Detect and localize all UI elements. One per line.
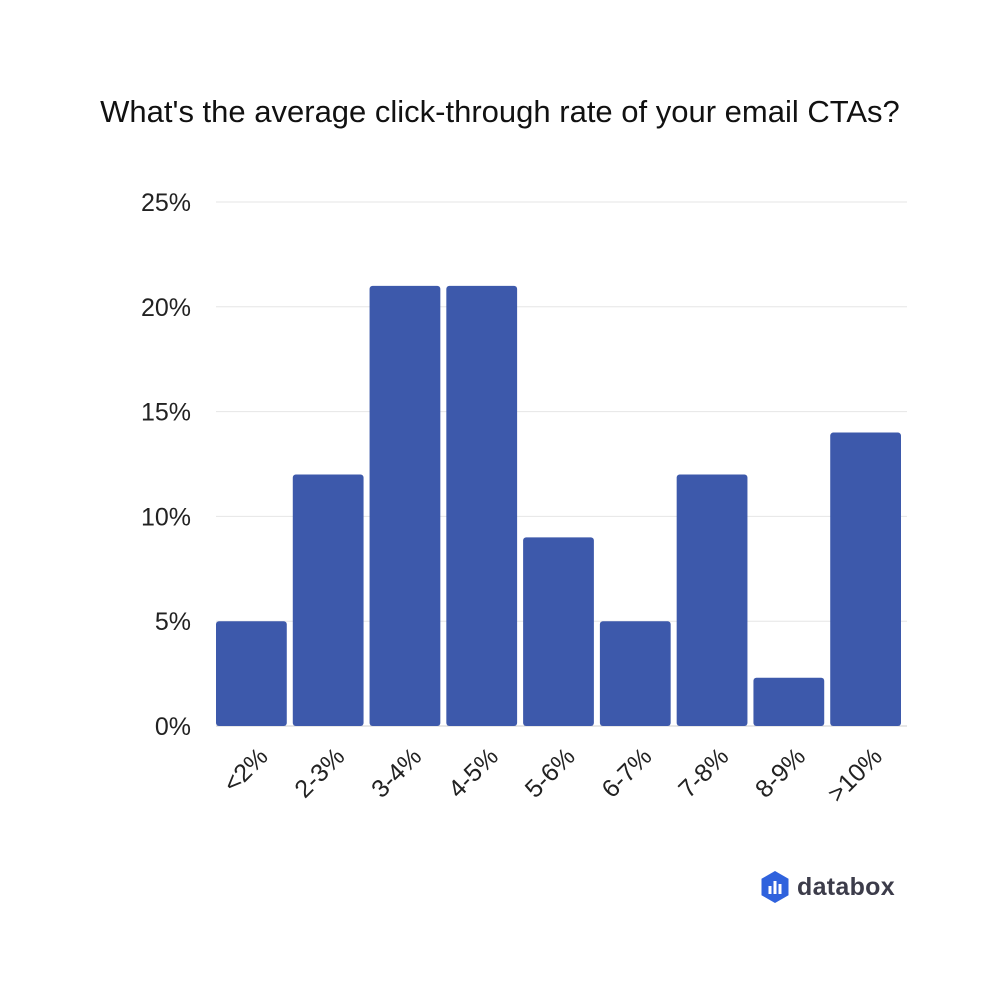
x-tick-label: 5-6% bbox=[520, 742, 581, 803]
x-tick-label: 8-9% bbox=[750, 742, 811, 803]
x-tick-label: <2% bbox=[218, 742, 274, 798]
y-tick-label: 15% bbox=[141, 399, 191, 427]
bar-7 bbox=[753, 677, 825, 726]
y-tick-label: 0% bbox=[155, 713, 191, 741]
databox-logo-icon bbox=[761, 871, 789, 903]
bars bbox=[216, 285, 901, 726]
brand-name: databox bbox=[797, 872, 895, 901]
x-tick-label: >10% bbox=[822, 742, 888, 808]
databox-brand: databox bbox=[760, 869, 895, 905]
y-axis: 0% 5% 10% 15% 20% 25% bbox=[141, 189, 191, 741]
x-tick-label: 2-3% bbox=[289, 742, 350, 803]
x-tick-label: 7-8% bbox=[673, 742, 734, 803]
bar-5 bbox=[599, 621, 671, 726]
bar-4 bbox=[523, 537, 594, 726]
bar-8 bbox=[830, 432, 901, 726]
bar-2 bbox=[369, 285, 441, 726]
y-tick-label: 20% bbox=[141, 294, 191, 322]
chart-title: What's the average click-through rate of… bbox=[100, 94, 900, 129]
bar-6 bbox=[676, 474, 748, 726]
y-tick-label: 10% bbox=[141, 503, 191, 531]
x-tick-label: 3-4% bbox=[366, 742, 427, 803]
y-tick-label: 25% bbox=[141, 189, 191, 217]
bar-0 bbox=[216, 621, 287, 726]
x-tick-label: 4-5% bbox=[443, 742, 504, 803]
y-tick-label: 5% bbox=[155, 608, 191, 636]
bar-1 bbox=[292, 474, 364, 726]
bar-3 bbox=[446, 285, 518, 726]
x-axis: <2% 2-3% 3-4% 4-5% 5-6% 6-7% 7-8% 8-9% >10% bbox=[218, 742, 888, 808]
x-tick-label: 6-7% bbox=[596, 742, 657, 803]
